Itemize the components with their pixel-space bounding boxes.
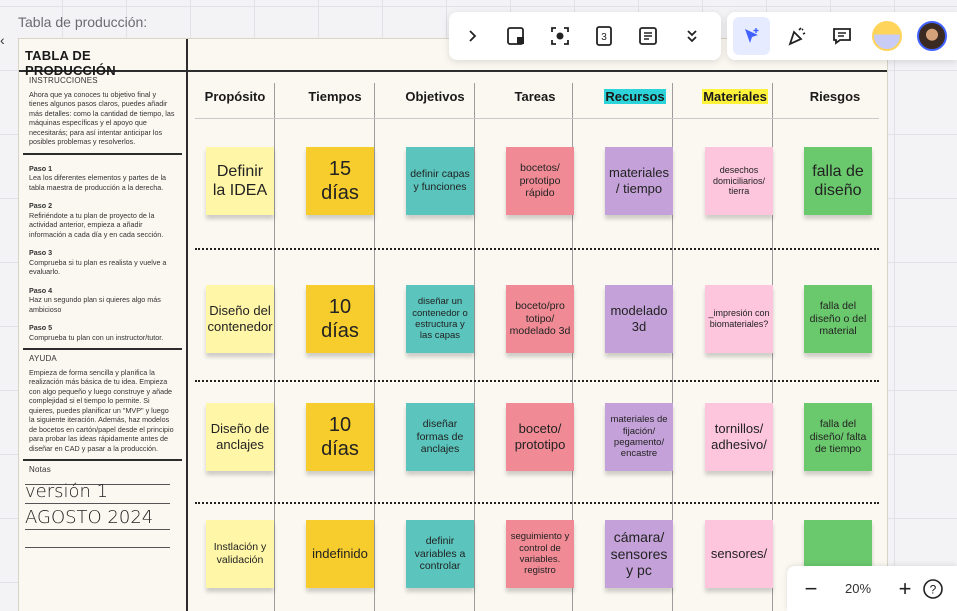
note-rule — [25, 528, 170, 530]
frame-label[interactable]: Tabla de producción: — [18, 14, 148, 30]
notes-section: Notas — [19, 461, 186, 475]
step-4: Paso 4 Haz un segundo plan si quieres alg… — [29, 285, 161, 314]
help-heading: AYUDA — [29, 354, 57, 363]
production-table-board[interactable]: TABLA DE PRODUCCIÓN INSTRUCCIONES Ahora … — [18, 38, 888, 611]
focus-icon[interactable] — [545, 21, 575, 51]
instructions-text: Ahora que ya conoces tu objetivo final y… — [29, 89, 175, 147]
sticky-note[interactable]: tornillos/ adhesivo/ — [705, 403, 773, 471]
sticky-note[interactable]: 10 días — [306, 285, 374, 353]
sticky-note[interactable]: modelado 3d — [605, 285, 673, 353]
zoom-controls: − 20% + ? — [787, 566, 957, 611]
column-header-recursos: Recursos — [604, 89, 666, 104]
instructions-heading: INSTRUCCIONES — [29, 76, 98, 85]
sticky-note[interactable]: falla del diseño/ falta de tiempo — [804, 403, 872, 471]
svg-text:?: ? — [930, 582, 937, 596]
sticky-note[interactable]: 15 días — [306, 147, 374, 215]
sticky-note[interactable]: boceto/ prototipo — [506, 403, 574, 471]
column-header-objetivos: Objetivos — [405, 89, 465, 104]
notes-line-2[interactable]: AGOSTO 2024 — [25, 506, 154, 528]
sticky-note[interactable]: bocetos/ prototipo rápido — [506, 147, 574, 215]
column-divider — [274, 83, 275, 611]
header-rule — [195, 118, 879, 119]
sticky-note[interactable]: _impresión con biomateriales? — [705, 285, 773, 353]
sticky-note[interactable]: definir capas y funciones — [406, 147, 474, 215]
counter-icon[interactable]: 3 — [589, 21, 619, 51]
chevron-right-icon[interactable] — [457, 21, 487, 51]
frame-icon[interactable] — [501, 21, 531, 51]
chevron-double-down-icon[interactable] — [677, 21, 707, 51]
notes-line-1[interactable]: versión 1 — [25, 480, 109, 502]
sticky-note[interactable]: Diseño del contenedor — [206, 285, 274, 353]
step-2: Paso 2 Refiriéndote a tu plan de proyecto… — [29, 201, 164, 239]
row-separator — [195, 380, 879, 382]
svg-text:3: 3 — [601, 32, 607, 43]
sticky-note[interactable]: falla del diseño o del material — [804, 285, 872, 353]
help-icon[interactable]: ? — [919, 575, 947, 603]
steps-section: Paso 1 Lea los diferentes elementos y par… — [19, 155, 186, 343]
panel-title: TABLA DE PRODUCCIÓN — [19, 39, 186, 78]
column-header-propósito: Propósito — [204, 89, 266, 104]
column-header-materiales: Materiales — [702, 89, 768, 104]
step-1: Paso 1 Lea los diferentes elementos y par… — [29, 163, 167, 192]
column-divider — [374, 83, 375, 611]
zoom-in-button[interactable]: + — [898, 575, 912, 601]
sticky-note[interactable]: Diseño de anclajes — [206, 403, 274, 471]
note-rule — [25, 483, 170, 485]
avatar-yellow[interactable] — [869, 17, 906, 55]
sticky-note[interactable]: definir variables a controlar — [406, 520, 474, 588]
collab-toolbar — [727, 12, 957, 60]
divider — [23, 459, 182, 461]
sticky-note[interactable]: materiales / tiempo — [605, 147, 673, 215]
divider — [23, 152, 182, 155]
avatar-photo[interactable] — [914, 17, 951, 55]
column-header-tiempos: Tiempos — [308, 89, 362, 104]
instructions-section: INSTRUCCIONES Ahora que ya conoces tu ob… — [19, 72, 186, 147]
step-5: Paso 5 Comprueba tu plan con un instructo… — [29, 323, 164, 342]
step-3: Paso 3 Comprueba si tu plan es realista y… — [29, 248, 167, 276]
help-section: AYUDA Empieza de forma sencilla y planif… — [19, 350, 186, 453]
notes-lines: versión 1 AGOSTO 2024 — [19, 479, 186, 579]
sticky-note[interactable]: Instlación y validación — [206, 520, 274, 588]
column-divider — [474, 83, 475, 611]
sticky-note[interactable]: Definir la IDEA — [206, 147, 274, 215]
sticky-note[interactable]: 10 días — [306, 403, 374, 471]
sticky-note[interactable]: boceto/pro totipo/ modelado 3d — [506, 285, 574, 353]
row-separator — [195, 248, 879, 250]
sticky-note[interactable]: falla de diseño — [804, 147, 872, 215]
frame-toolbar: 3 — [449, 12, 721, 60]
sticky-note[interactable]: diseñar un contenedor o estructura y las… — [406, 285, 474, 353]
sticky-note[interactable]: sensores/ — [705, 520, 773, 588]
note-rule — [25, 546, 170, 548]
sticky-note[interactable]: diseñar formas de anclajes — [406, 403, 474, 471]
select-cursor-icon[interactable] — [733, 17, 771, 55]
board-header-strip — [188, 39, 887, 72]
column-header-tareas: Tareas — [514, 89, 556, 104]
comment-icon[interactable] — [823, 17, 860, 55]
column-header-riesgos: Riesgos — [809, 89, 861, 104]
notes-heading: Notas — [29, 465, 51, 474]
sticky-note[interactable]: cámara/ sensores y pc — [605, 520, 673, 588]
celebrate-icon[interactable] — [778, 17, 815, 55]
note-rule — [25, 502, 170, 504]
zoom-level[interactable]: 20% — [844, 581, 872, 596]
sticky-note[interactable]: seguimiento y control de variables. regi… — [506, 520, 574, 588]
sticky-note[interactable]: indefinido — [306, 520, 374, 588]
sticky-note[interactable]: materiales de fijación/ pegamento/ encas… — [605, 403, 673, 471]
divider — [23, 348, 182, 350]
row-separator — [195, 502, 879, 504]
back-arrow-icon[interactable]: ‹ — [0, 32, 5, 48]
sticky-note[interactable]: desechos domiciliarios/ tierra — [705, 147, 773, 215]
zoom-out-button[interactable]: − — [804, 575, 818, 601]
help-text: Empieza de forma sencilla y planifica la… — [29, 367, 174, 453]
instructions-panel: TABLA DE PRODUCCIÓN INSTRUCCIONES Ahora … — [19, 39, 188, 611]
doc-icon[interactable] — [633, 21, 663, 51]
